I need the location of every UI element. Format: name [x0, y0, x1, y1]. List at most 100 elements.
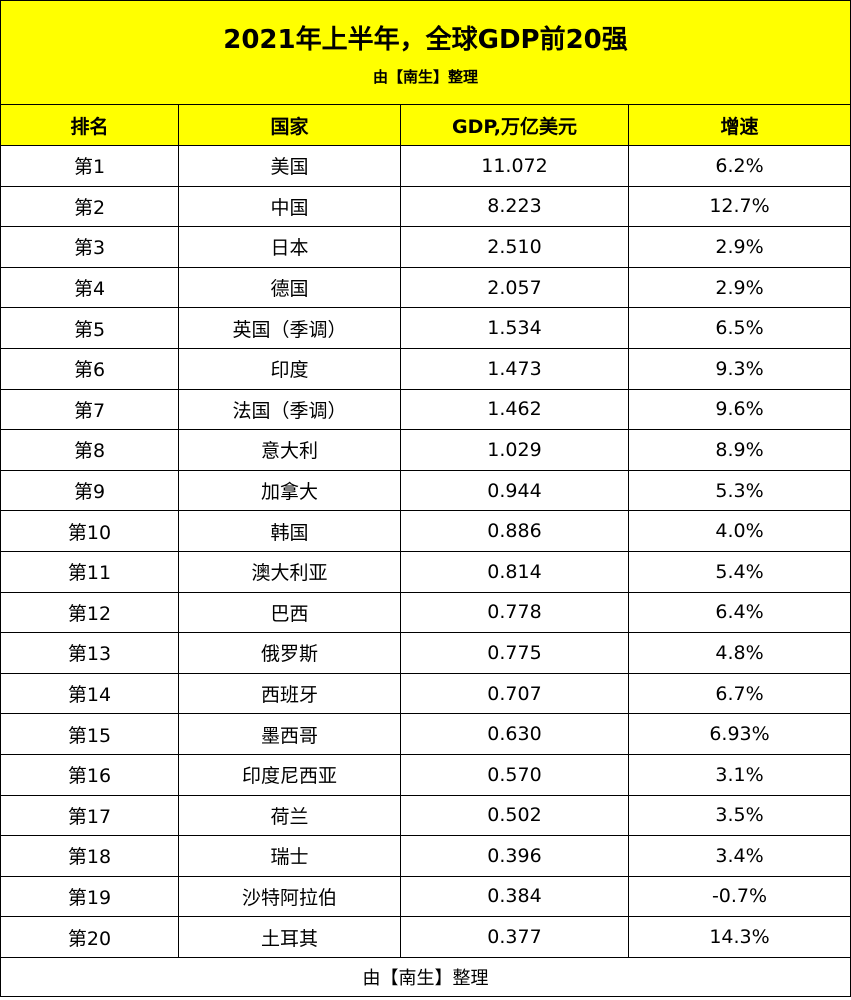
rank-cell: 第8	[0, 429, 179, 471]
gdp-cell: 0.778	[400, 591, 629, 634]
table-row: 第12 巴西 0.778 6.4%	[0, 591, 851, 634]
growth-cell: 3.5%	[627, 794, 851, 837]
rank-cell: 第19	[0, 875, 179, 918]
rank-cell: 第9	[0, 469, 179, 512]
rank-cell: 第15	[0, 713, 179, 755]
growth-cell: 3.4%	[627, 835, 851, 877]
gdp-cell: 0.502	[400, 794, 629, 837]
country-cell: 俄罗斯	[178, 632, 401, 674]
table-row: 第5 英国（季调） 1.534 6.5%	[0, 307, 851, 349]
gdp-cell: 0.384	[400, 875, 629, 918]
table-row: 第17 荷兰 0.502 3.5%	[0, 794, 851, 837]
table-row: 第7 法国（季调） 1.462 9.6%	[0, 388, 851, 431]
table-subtitle: 由【南生】整理	[373, 67, 479, 86]
rank-cell: 第7	[0, 388, 179, 431]
country-cell: 沙特阿拉伯	[178, 875, 401, 918]
table-row: 第8 意大利 1.029 8.9%	[0, 429, 851, 471]
gdp-cell: 1.534	[400, 307, 629, 349]
gdp-cell: 1.462	[400, 388, 629, 431]
table-row: 第14 西班牙 0.707 6.7%	[0, 672, 851, 715]
growth-cell: 5.3%	[627, 469, 851, 512]
country-cell: 英国（季调）	[178, 307, 401, 349]
growth-cell: 5.4%	[627, 550, 851, 593]
country-cell: 印度尼西亚	[178, 753, 401, 796]
gdp-cell: 0.886	[400, 510, 629, 552]
country-cell: 法国（季调）	[178, 388, 401, 431]
gdp-cell: 0.570	[400, 753, 629, 796]
table-row: 第19 沙特阿拉伯 0.384 -0.7%	[0, 875, 851, 918]
growth-cell: 9.6%	[627, 388, 851, 431]
rank-cell: 第1	[0, 145, 179, 187]
table-row: 第3 日本 2.510 2.9%	[0, 226, 851, 268]
growth-cell: 6.2%	[627, 145, 851, 187]
table-row: 第2 中国 8.223 12.7%	[0, 185, 851, 228]
gdp-cell: 0.630	[400, 713, 629, 755]
gdp-cell: 2.510	[400, 226, 629, 268]
rank-cell: 第16	[0, 753, 179, 796]
gdp-cell: 1.029	[400, 429, 629, 471]
country-cell: 德国	[178, 266, 401, 309]
table-row: 第15 墨西哥 0.630 6.93%	[0, 713, 851, 755]
country-cell: 巴西	[178, 591, 401, 634]
gdp-cell: 0.377	[400, 916, 629, 958]
country-cell: 意大利	[178, 429, 401, 471]
table-body: 第1 美国 11.072 6.2% 第2 中国 8.223 12.7% 第3 日本 2.510 2.9…	[0, 145, 851, 958]
rank-cell: 第14	[0, 672, 179, 715]
country-cell: 日本	[178, 226, 401, 268]
gdp-cell: 11.072	[400, 145, 629, 187]
rank-cell: 第18	[0, 835, 179, 877]
table-row: 第20 土耳其 0.377 14.3%	[0, 916, 851, 958]
column-header-growth: 增速	[627, 104, 851, 146]
rank-cell: 第3	[0, 226, 179, 268]
table-row: 第4 德国 2.057 2.9%	[0, 266, 851, 309]
table-footer: 由【南生】整理	[0, 956, 851, 997]
rank-cell: 第11	[0, 550, 179, 593]
rank-cell: 第4	[0, 266, 179, 309]
growth-cell: 8.9%	[627, 429, 851, 471]
rank-cell: 第12	[0, 591, 179, 634]
growth-cell: 3.1%	[627, 753, 851, 796]
rank-cell: 第20	[0, 916, 179, 958]
table-row: 第13 俄罗斯 0.775 4.8%	[0, 632, 851, 674]
table-title: 2021年上半年，全球GDP前20强	[223, 24, 628, 55]
growth-cell: 6.5%	[627, 307, 851, 349]
rank-cell: 第17	[0, 794, 179, 837]
country-cell: 澳大利亚	[178, 550, 401, 593]
rank-cell: 第2	[0, 185, 179, 228]
growth-cell: -0.7%	[627, 875, 851, 918]
growth-cell: 6.4%	[627, 591, 851, 634]
rank-cell: 第5	[0, 307, 179, 349]
gdp-cell: 1.473	[400, 347, 629, 390]
rank-cell: 第13	[0, 632, 179, 674]
gdp-cell: 2.057	[400, 266, 629, 309]
table-row: 第11 澳大利亚 0.814 5.4%	[0, 550, 851, 593]
growth-cell: 12.7%	[627, 185, 851, 228]
gdp-cell: 0.814	[400, 550, 629, 593]
country-cell: 墨西哥	[178, 713, 401, 755]
table-row: 第18 瑞士 0.396 3.4%	[0, 835, 851, 877]
country-cell: 荷兰	[178, 794, 401, 837]
table-row: 第1 美国 11.072 6.2%	[0, 145, 851, 187]
table-row: 第6 印度 1.473 9.3%	[0, 347, 851, 390]
gdp-cell: 0.396	[400, 835, 629, 877]
country-cell: 土耳其	[178, 916, 401, 958]
growth-cell: 9.3%	[627, 347, 851, 390]
growth-cell: 6.7%	[627, 672, 851, 715]
gdp-cell: 0.944	[400, 469, 629, 512]
table-title-block: 2021年上半年，全球GDP前20强 由【南生】整理	[0, 0, 851, 105]
growth-cell: 4.8%	[627, 632, 851, 674]
table-row: 第10 韩国 0.886 4.0%	[0, 510, 851, 552]
column-header-gdp: GDP,万亿美元	[400, 104, 629, 146]
growth-cell: 6.93%	[627, 713, 851, 755]
column-header-row: 排名 国家 GDP,万亿美元 增速	[0, 104, 851, 146]
country-cell: 印度	[178, 347, 401, 390]
country-cell: 瑞士	[178, 835, 401, 877]
country-cell: 西班牙	[178, 672, 401, 715]
column-header-rank: 排名	[0, 104, 179, 146]
table-row: 第16 印度尼西亚 0.570 3.1%	[0, 753, 851, 796]
rank-cell: 第6	[0, 347, 179, 390]
gdp-cell: 0.775	[400, 632, 629, 674]
growth-cell: 2.9%	[627, 226, 851, 268]
